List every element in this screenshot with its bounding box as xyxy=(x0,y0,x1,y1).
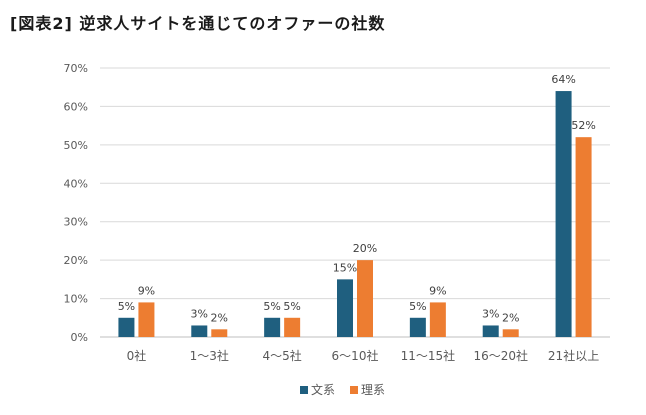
data-label: 15% xyxy=(333,261,357,274)
bar-rikei xyxy=(138,302,155,337)
data-label: 5% xyxy=(263,300,280,313)
data-label: 5% xyxy=(118,300,135,313)
y-tick-label: 30% xyxy=(64,216,88,229)
bar-bunkei xyxy=(409,317,426,337)
x-category-label: 16〜20社 xyxy=(473,348,528,363)
y-tick-label: 40% xyxy=(64,177,88,190)
x-category-label: 6〜10社 xyxy=(332,348,379,363)
x-category-label: 4〜5社 xyxy=(263,348,302,363)
bar-rikei xyxy=(502,329,519,337)
bar-bunkei xyxy=(337,279,353,337)
y-tick-label: 50% xyxy=(64,139,88,152)
x-category-label: 21社以上 xyxy=(548,348,599,363)
data-label: 5% xyxy=(409,300,426,313)
bar-bunkei xyxy=(264,317,281,337)
legend-swatch xyxy=(300,386,308,394)
y-tick-label: 0% xyxy=(71,331,88,344)
legend-swatch xyxy=(350,386,358,394)
x-axis-categories: 0社 1〜3社 4〜5社 6〜10社 11〜15社 16〜20社 21社以上 xyxy=(127,348,600,363)
x-category-label: 1〜3社 xyxy=(190,348,229,363)
y-tick-label: 20% xyxy=(64,254,88,267)
data-label: 3% xyxy=(482,307,499,320)
bar-rikei xyxy=(575,137,592,337)
y-tick-label: 60% xyxy=(64,100,88,113)
data-label: 3% xyxy=(191,307,208,320)
data-labels: 5%9%3% 2%5% 5%15%20%5%9%3% 2%64%52% xyxy=(118,73,596,324)
x-category-label: 11〜15社 xyxy=(401,348,456,363)
gridlines xyxy=(100,67,610,338)
bar-bunkei xyxy=(482,325,499,337)
data-label: 9% xyxy=(138,284,155,297)
bar-rikei xyxy=(429,302,446,337)
chart-title: [図表2] 逆求人サイトを通じてのオファーの社数 xyxy=(10,14,386,33)
y-tick-label: 70% xyxy=(64,62,88,75)
data-label: 2% xyxy=(502,311,519,324)
data-label: 5% xyxy=(283,300,300,313)
bar-bunkei xyxy=(191,325,208,337)
legend-label: 理系 xyxy=(361,383,385,397)
bar-rikei xyxy=(211,329,228,337)
data-label: 52% xyxy=(571,119,595,132)
legend-label: 文系 xyxy=(311,382,335,397)
data-label: 64% xyxy=(551,73,575,86)
data-label: 9% xyxy=(429,284,446,297)
bar-bunkei xyxy=(118,317,135,337)
legend: 文系 理系 xyxy=(300,382,385,397)
x-category-label: 0社 xyxy=(127,348,147,363)
y-axis-ticks: 0% 10% 20% 30% 40% 50% 60% 70% xyxy=(64,62,88,344)
bar-rikei xyxy=(284,317,301,337)
bar-bunkei xyxy=(555,91,572,337)
data-label: 20% xyxy=(353,242,377,255)
bar-rikei xyxy=(357,260,373,337)
data-label: 2% xyxy=(211,311,228,324)
bar-series xyxy=(118,91,592,337)
y-tick-label: 10% xyxy=(64,293,88,306)
